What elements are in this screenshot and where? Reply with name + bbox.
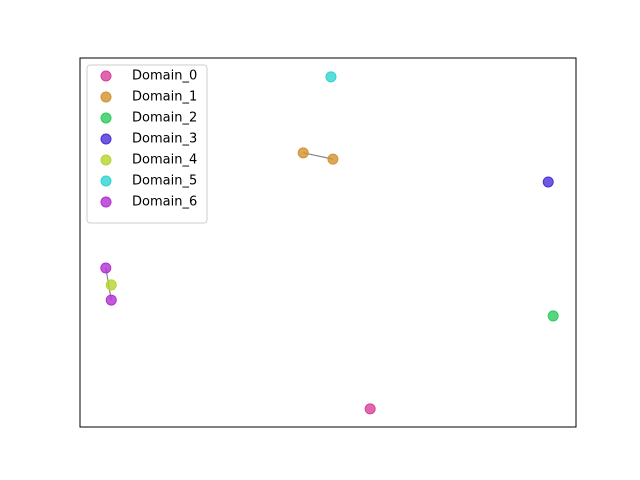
legend-marker <box>100 175 112 187</box>
legend-label: Domain_3 <box>132 132 197 147</box>
legend-marker <box>100 91 112 103</box>
legend-marker <box>100 133 112 145</box>
point <box>105 294 117 306</box>
point <box>542 176 554 188</box>
point <box>105 279 117 291</box>
legend-label: Domain_2 <box>132 111 197 126</box>
point <box>325 71 337 83</box>
point <box>364 403 376 415</box>
legend-label: Domain_6 <box>132 195 197 210</box>
legend-marker <box>100 154 112 166</box>
legend-label: Domain_4 <box>132 153 197 168</box>
legend-marker <box>100 112 112 124</box>
plot-frame <box>79 57 577 428</box>
legend-box <box>86 64 208 224</box>
legend-label: Domain_1 <box>132 90 197 105</box>
legend-label: Domain_5 <box>132 174 197 189</box>
legend-label: Domain_0 <box>132 69 197 84</box>
point <box>327 153 339 165</box>
point <box>100 262 112 274</box>
legend-marker <box>100 196 112 208</box>
legend-marker <box>100 70 112 82</box>
point <box>297 147 309 159</box>
point <box>547 310 559 322</box>
